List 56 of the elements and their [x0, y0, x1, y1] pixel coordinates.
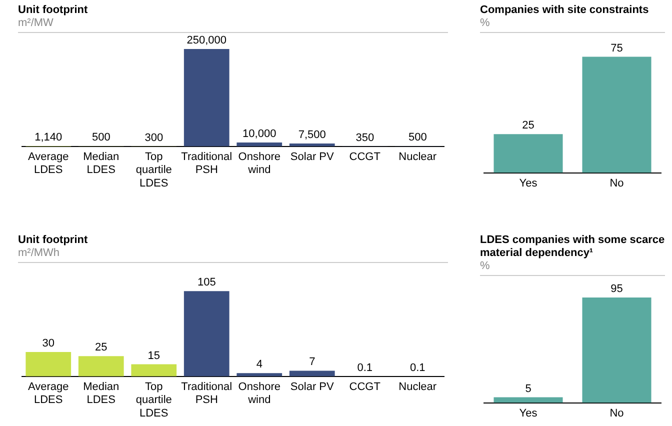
data-label: 7,500 — [298, 129, 326, 142]
chart-subtitle: m²/MWh — [18, 247, 448, 263]
data-label: 25 — [95, 342, 108, 354]
x-tick-label: CCGT — [349, 381, 381, 394]
data-label: 30 — [42, 338, 54, 350]
x-tick-label: No — [610, 407, 624, 420]
data-label: 300 — [144, 132, 164, 144]
data-label: 105 — [197, 276, 216, 289]
data-label: 10,000 — [242, 128, 276, 140]
data-label: 1,140 — [34, 131, 62, 144]
chart-title: LDES companies with some scarce material dependency¹ — [480, 234, 665, 260]
bar — [78, 356, 124, 376]
bar — [131, 364, 177, 376]
x-tick-label: Nuclear — [398, 381, 437, 394]
data-label: 25 — [522, 120, 534, 132]
x-tick-label: Yes — [519, 407, 538, 420]
chart-subtitle: % — [480, 260, 665, 276]
data-label: 5 — [525, 382, 532, 395]
x-tick-label: Top quartile LDES — [136, 151, 172, 190]
x-tick-label: Traditional PSH — [181, 381, 232, 406]
x-tick-label: Median LDES — [83, 151, 120, 176]
data-label: 500 — [408, 132, 427, 144]
bar — [184, 291, 230, 376]
x-tick-label: Yes — [519, 177, 538, 190]
chart-title: Unit footprint — [18, 234, 89, 247]
data-label: 7 — [309, 356, 316, 368]
data-label: 500 — [92, 132, 110, 144]
x-tick-label: Average LDES — [28, 151, 69, 176]
bar — [289, 370, 335, 376]
bar — [184, 49, 230, 146]
data-label: 250,000 — [186, 34, 227, 47]
data-label: 0.1 — [357, 362, 373, 374]
bar — [236, 373, 282, 376]
data-label: 0.1 — [410, 362, 426, 374]
x-tick-label: Top quartile LDES — [136, 381, 172, 420]
x-tick-label: Solar PV — [290, 381, 334, 394]
chart-subtitle: m²/MW — [18, 17, 448, 33]
x-tick-label: Nuclear — [398, 151, 437, 164]
chart-title: Unit footprint — [18, 4, 89, 17]
bar — [26, 352, 72, 376]
x-tick-label: No — [610, 177, 624, 190]
data-label: 350 — [356, 132, 374, 144]
x-tick-label: Onshore wind — [238, 151, 280, 176]
chart-subtitle: % — [480, 17, 665, 33]
x-tick-label: Average LDES — [28, 381, 69, 406]
bar — [236, 142, 282, 146]
x-tick-label: Median LDES — [83, 381, 120, 406]
x-tick-label: Onshore wind — [238, 381, 280, 406]
chart-title: Companies with site constraints — [480, 4, 650, 17]
data-label: 75 — [610, 42, 623, 54]
x-tick-label: Traditional PSH — [181, 151, 232, 176]
x-tick-label: CCGT — [349, 151, 381, 164]
data-label: 15 — [148, 350, 160, 362]
data-label: 95 — [610, 283, 623, 296]
x-tick-label: Solar PV — [290, 151, 334, 164]
data-label: 4 — [256, 358, 262, 371]
